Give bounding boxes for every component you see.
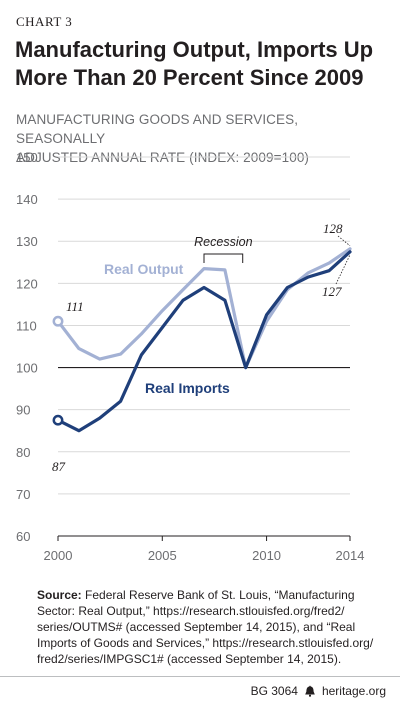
footer: BG 3064 heritage.org — [251, 684, 386, 698]
y-tick-label: 140 — [16, 192, 38, 207]
real-output-line — [56, 247, 352, 370]
chart-title-line-1: Manufacturing Output, Imports Up — [15, 37, 374, 62]
footer-site: heritage.org — [321, 684, 386, 698]
output-start-value: 111 — [66, 299, 84, 314]
y-tick-label: 120 — [16, 276, 38, 291]
real-imports-start-marker — [52, 414, 64, 426]
y-tick-label: 70 — [16, 487, 30, 502]
output-end-leader — [337, 235, 351, 247]
imports-start-value: 87 — [52, 459, 66, 474]
x-tick-label: 2010 — [252, 548, 281, 563]
footer-code: BG 3064 — [250, 684, 298, 698]
chart-number: CHART 3 — [16, 14, 73, 29]
source-line-2: Sector: Real Output,” https://research.s… — [37, 604, 345, 618]
source-line-5: fred2/series/IMPGSC1# (accessed Septembe… — [37, 652, 342, 666]
y-tick-label: 80 — [16, 445, 30, 460]
y-tick-label: 150 — [16, 150, 38, 165]
liberty-bell-icon — [305, 685, 315, 697]
real-imports-label: Real Imports — [145, 380, 230, 396]
output-end-value: 128 — [323, 221, 343, 236]
y-tick-label: 100 — [16, 361, 38, 376]
x-tick-label: 2005 — [148, 548, 177, 563]
real-output-label: Real Output — [104, 261, 184, 277]
y-tick-label: 90 — [16, 403, 30, 418]
source-label: Source: — [37, 588, 82, 602]
imports-end-value: 127 — [322, 284, 342, 299]
source-line-4: Imports of Goods and Services,” https://… — [37, 636, 374, 650]
x-tick-label: 2014 — [336, 548, 365, 563]
recession-label: Recession — [194, 235, 252, 249]
y-tick-label: 60 — [16, 529, 30, 544]
chart-title: Manufacturing Output, Imports Up More Th… — [15, 36, 390, 92]
real-imports-line — [56, 250, 352, 433]
imports-end-leader — [335, 254, 351, 285]
x-tick-label: 2000 — [44, 548, 73, 563]
source-line-3: series/OUTMS# (accessed September 14, 20… — [37, 620, 356, 634]
y-tick-label: 130 — [16, 234, 38, 249]
real-output-start-marker — [52, 315, 64, 327]
footer-divider — [0, 676, 400, 677]
recession-bracket — [203, 253, 244, 263]
chart-title-line-2: More Than 20 Percent Since 2009 — [15, 65, 364, 90]
source-line-1: Federal Reserve Bank of St. Louis, “Manu… — [81, 588, 355, 602]
y-tick-label: 110 — [16, 318, 37, 333]
source-note: Source: Federal Reserve Bank of St. Loui… — [37, 587, 387, 667]
chart-subtitle-line-1: MANUFACTURING GOODS AND SERVICES, SEASON… — [16, 112, 299, 146]
